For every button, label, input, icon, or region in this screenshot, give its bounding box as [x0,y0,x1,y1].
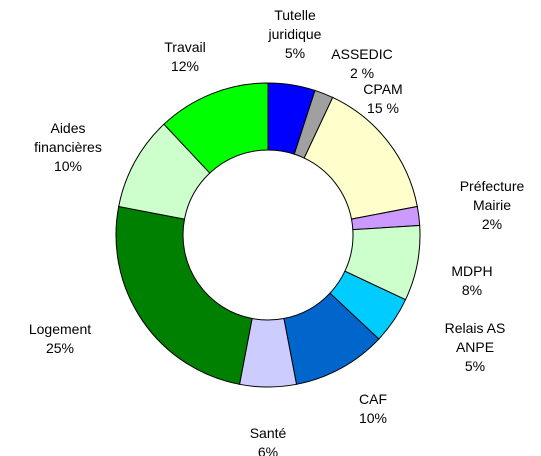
value-label: 10% [358,410,388,426]
value-label: 8% [461,282,483,298]
category-name: Préfecture Mairie [459,178,525,213]
value-label: 12% [170,58,200,74]
value-label: 2% [481,216,503,232]
slice-label: Logement 25% [0,320,120,358]
slice-label: Tutelle juridique 5% [235,6,355,63]
slice-label: Travail 12% [125,38,245,76]
donut-slice [115,205,253,385]
slice-label: Aides financières 10% [8,119,128,176]
value-label: 6% [257,444,279,456]
category-name: ASSEDIC [331,46,393,62]
category-name: CPAM [363,81,403,97]
slice-label: CAF 10% [313,390,433,428]
value-label: 25% [45,340,75,356]
slice-label: Préfecture Mairie 2% [432,177,541,234]
value-label: 10% [53,158,83,174]
slice-label: Relais AS ANPE 5% [415,319,535,376]
value-label: 5% [464,358,486,374]
slice-label: Santé 6% [208,424,328,456]
slice-label: CPAM 15 % [323,80,443,118]
slice-label: MDPH 8% [412,262,532,300]
value-label: 15 % [367,100,399,116]
category-name: Tutelle juridique [268,7,322,42]
category-name: Santé [249,425,287,441]
category-name: Logement [28,321,92,337]
category-name: Travail [164,39,206,55]
category-name: MDPH [451,263,493,279]
donut-slice [163,82,269,174]
category-name: Relais AS ANPE [444,320,506,355]
category-name: CAF [359,391,387,407]
value-label: 2 % [349,65,375,81]
category-name: Aides financières [34,120,102,155]
value-label: 5% [284,45,306,61]
slice-label: ASSEDIC 2 % [302,45,422,83]
